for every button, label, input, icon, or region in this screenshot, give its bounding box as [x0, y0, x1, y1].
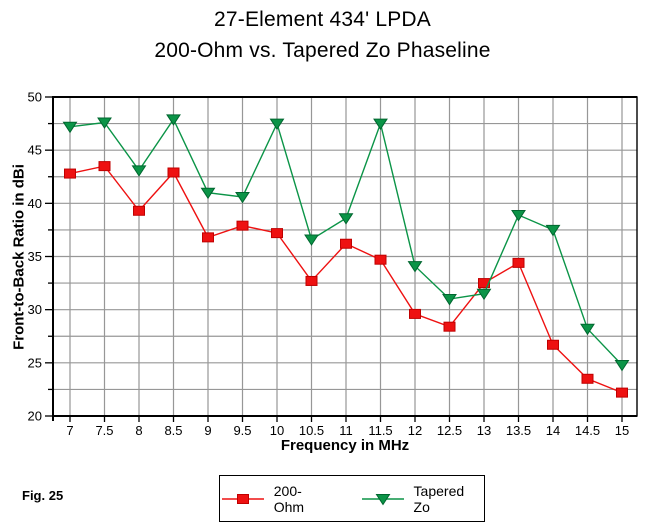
- x-axis-ticks: 7 7.5 8 8.5 9 9.5 10 10.5 11 11.5 12 12.5 13 13.5 14 14…: [66, 416, 629, 438]
- series-tapered-zo: [62, 114, 630, 372]
- legend-item-tapered-zo: Tapered Zo: [360, 483, 484, 515]
- y-tick-label: 25: [28, 355, 42, 370]
- x-tick-label: 14: [546, 423, 560, 438]
- x-tick-label: 8.5: [164, 423, 182, 438]
- x-tick-label: 10.5: [299, 423, 324, 438]
- x-tick-label: 7: [66, 423, 73, 438]
- chart-title-line1: 27-Element 434' LPDA: [214, 8, 431, 31]
- x-tick-label: 9: [204, 423, 211, 438]
- x-tick-label: 9.5: [233, 423, 251, 438]
- x-tick-label: 13.5: [506, 423, 531, 438]
- legend-label: Tapered Zo: [413, 482, 465, 515]
- gridlines: [53, 97, 637, 416]
- chart-title-line2: 200-Ohm vs. Tapered Zo Phaseline: [154, 39, 491, 62]
- x-tick-label: 13: [477, 423, 491, 438]
- x-tick-label: 11.5: [368, 423, 392, 438]
- chart-title: 27-Element 434' LPDA 200-Ohm vs. Tapered…: [0, 4, 645, 66]
- y-axis-ticks: 20 25 30 35 40 45 50: [28, 90, 53, 424]
- y-axis-title: Front-to-Back Ratio in dBi: [10, 164, 28, 350]
- y-tick-label: 35: [28, 249, 42, 264]
- triangle-marker-icon: [361, 493, 404, 505]
- y-tick-label: 20: [28, 409, 42, 424]
- x-tick-label: 14.5: [575, 423, 600, 438]
- x-tick-label: 11: [339, 423, 353, 438]
- x-tick-label: 7.5: [95, 423, 113, 438]
- legend: 200-Ohm Tapered Zo: [219, 475, 485, 522]
- x-tick-label: 8: [135, 423, 142, 438]
- axes: [52, 96, 638, 421]
- series-200-ohm: [64, 161, 628, 398]
- figure-number: Fig. 25: [22, 488, 64, 503]
- x-tick-label: 15: [615, 423, 629, 438]
- y-tick-label: 50: [28, 90, 42, 105]
- y-tick-label: 40: [28, 196, 42, 211]
- y-tick-label: 30: [28, 302, 42, 317]
- y-tick-label: 45: [28, 143, 42, 158]
- x-tick-label: 12: [408, 423, 422, 438]
- x-tick-label: 12.5: [437, 423, 462, 438]
- square-marker-icon: [222, 493, 264, 504]
- legend-item-200-ohm: 200-Ohm: [220, 483, 332, 515]
- legend-label: 200-Ohm: [273, 482, 305, 515]
- x-tick-label: 10: [270, 423, 284, 438]
- x-axis-title: Frequency in MHz: [280, 437, 410, 454]
